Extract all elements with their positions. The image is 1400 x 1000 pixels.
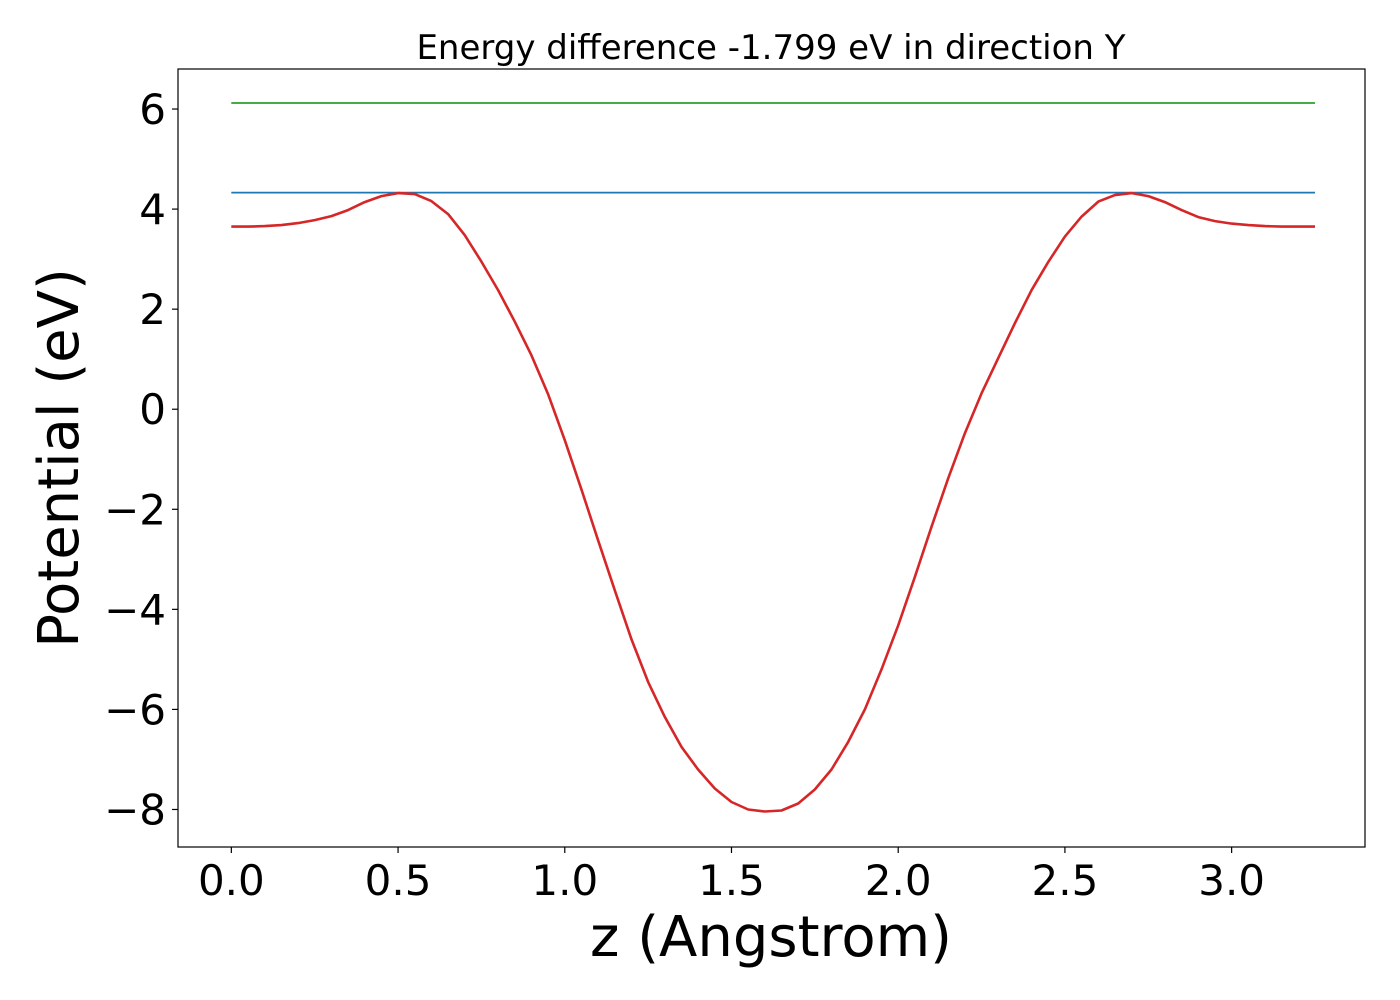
- y-tick-label: −8: [104, 785, 166, 834]
- plot-frame: [177, 68, 1366, 848]
- potential-curve-line: [231, 191, 1315, 813]
- x-tick-label: 1.5: [698, 856, 765, 905]
- series-layer: [231, 102, 1315, 813]
- x-tick-label: 2.5: [1032, 856, 1099, 905]
- y-tick-label: −6: [104, 685, 166, 734]
- x-axis-label: z (Angstrom): [590, 905, 952, 970]
- x-tick-label: 2.0: [865, 856, 932, 905]
- y-axis-label: Potential (eV): [27, 268, 92, 648]
- x-axis: 0.0 0.5 1.0 1.5 2.0 2.5 3.0: [198, 847, 1265, 905]
- y-tick-label: −4: [104, 585, 166, 634]
- y-tick-label: 4: [139, 185, 166, 234]
- y-tick-label: 2: [139, 285, 166, 334]
- plot-area: [177, 68, 1366, 848]
- y-axis: 6 4 2 0 −2 −4 −6 −8: [104, 85, 178, 834]
- x-tick-label: 0.5: [365, 856, 432, 905]
- chart-title: Energy difference -1.799 eV in direction…: [416, 28, 1125, 68]
- x-tick-label: 1.0: [531, 856, 598, 905]
- x-tick-label: 3.0: [1198, 856, 1265, 905]
- y-tick-label: 6: [139, 85, 166, 134]
- x-tick-label: 0.0: [198, 856, 265, 905]
- y-tick-label: −2: [104, 485, 166, 534]
- y-tick-label: 0: [139, 385, 166, 434]
